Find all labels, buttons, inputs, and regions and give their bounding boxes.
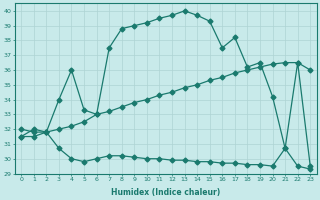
X-axis label: Humidex (Indice chaleur): Humidex (Indice chaleur) [111, 188, 220, 197]
